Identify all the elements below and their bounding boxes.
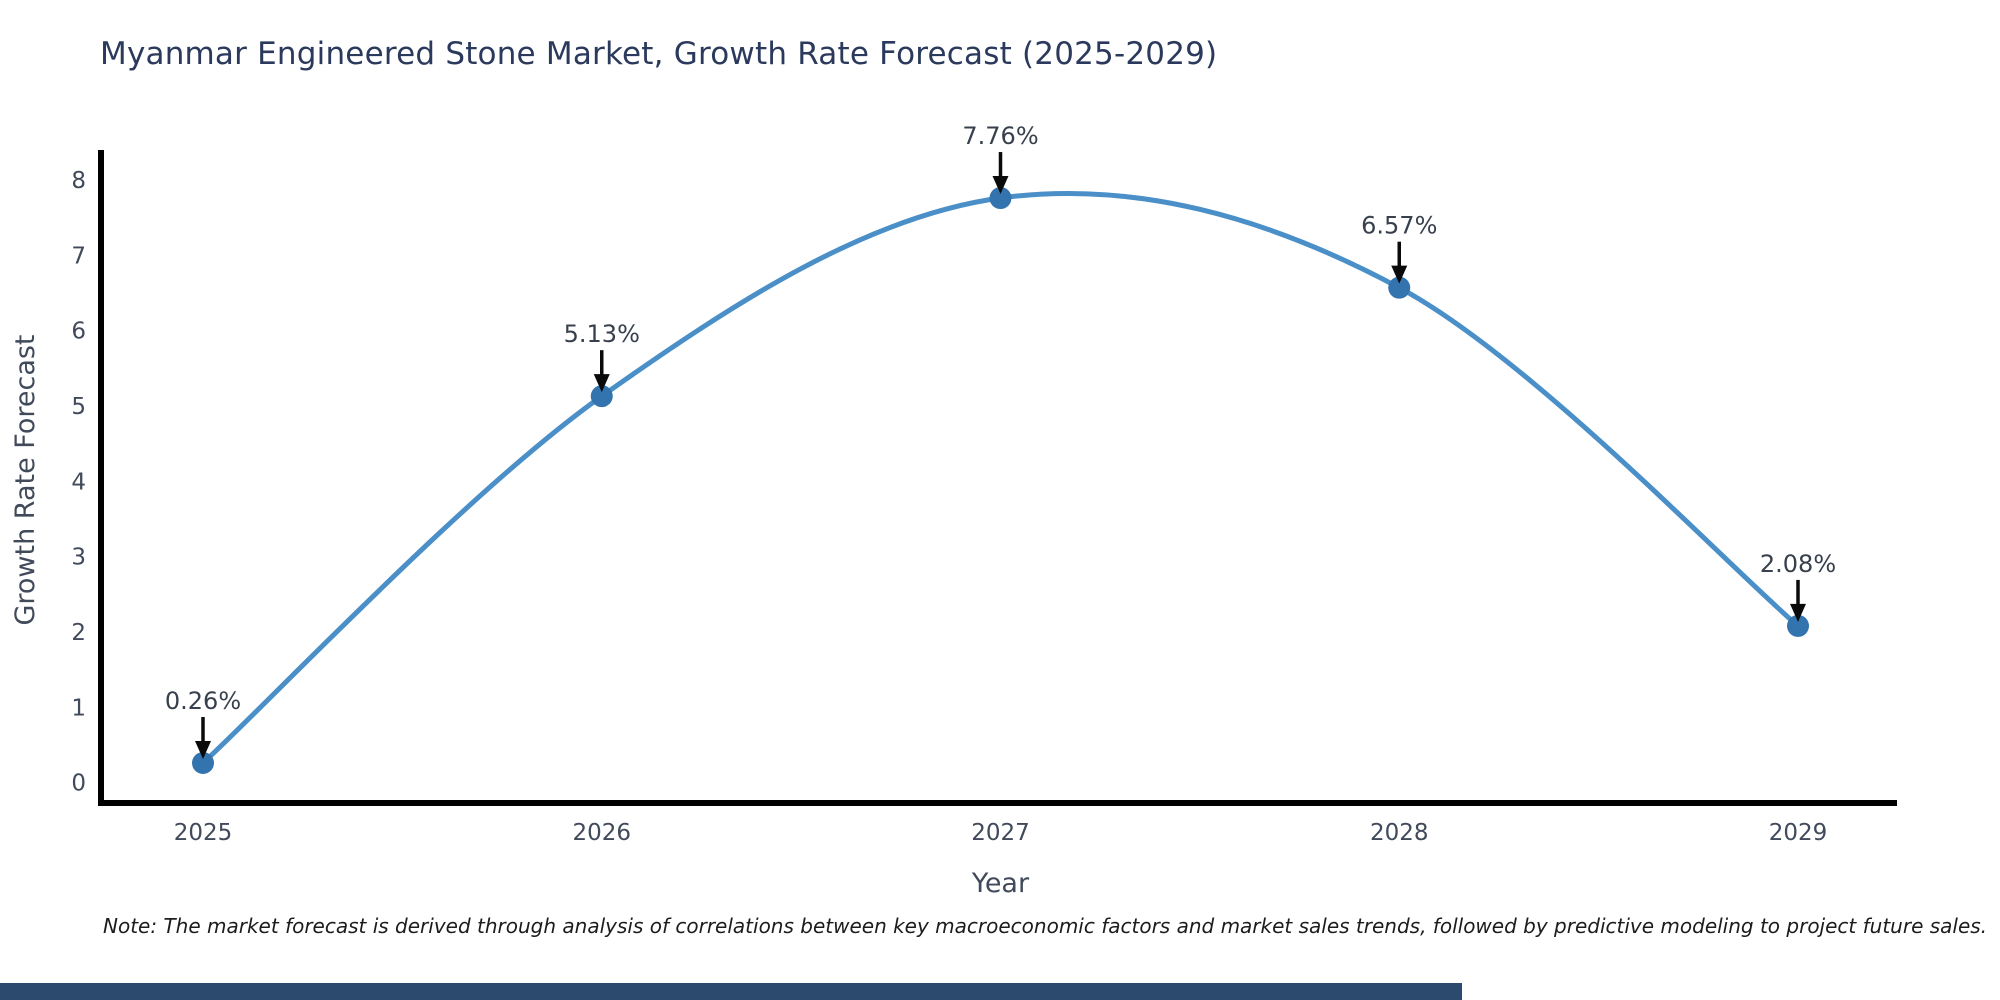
data-point-marker — [989, 187, 1012, 210]
y-tick-label: 5 — [71, 394, 86, 420]
y-axis-title: Growth Rate Forecast — [10, 334, 41, 625]
data-point-label: 7.76% — [962, 122, 1038, 150]
y-tick-label: 4 — [71, 469, 86, 495]
annotation-arrow-head — [593, 374, 610, 393]
x-tick-label: 2026 — [572, 820, 631, 846]
x-tick-label: 2027 — [971, 820, 1030, 846]
footnote: Note: The market forecast is derived thr… — [103, 914, 1988, 938]
data-point-marker — [192, 752, 214, 775]
y-tick-label: 8 — [71, 168, 86, 194]
data-point-label: 6.57% — [1361, 212, 1437, 240]
footer-bar — [0, 983, 1462, 1000]
x-axis-title: Year — [971, 868, 1030, 899]
data-point-marker — [590, 385, 613, 408]
data-point-label: 0.26% — [165, 687, 241, 715]
x-tick-label: 2028 — [1370, 820, 1429, 846]
y-tick-label: 3 — [71, 545, 86, 571]
forecast-line — [200, 191, 1801, 766]
y-tick-label: 0 — [71, 771, 86, 797]
x-tick-label: 2029 — [1769, 820, 1828, 846]
data-point-marker — [1388, 276, 1411, 299]
data-point-label: 5.13% — [564, 320, 640, 348]
x-tick-label: 2025 — [174, 820, 233, 846]
annotation-arrow-head — [1391, 265, 1408, 284]
y-tick-label: 6 — [71, 319, 86, 345]
chart-title: Myanmar Engineered Stone Market, Growth … — [100, 36, 1218, 72]
y-tick-label: 2 — [71, 620, 86, 646]
annotation-arrow-head — [992, 176, 1009, 195]
y-tick-label: 1 — [71, 695, 86, 721]
data-point-label: 2.08% — [1760, 550, 1836, 578]
data-point-marker — [1787, 614, 1809, 637]
annotation-arrow-head — [195, 741, 211, 760]
y-tick-label: 7 — [71, 243, 86, 269]
annotation-arrow-head — [1790, 603, 1806, 622]
